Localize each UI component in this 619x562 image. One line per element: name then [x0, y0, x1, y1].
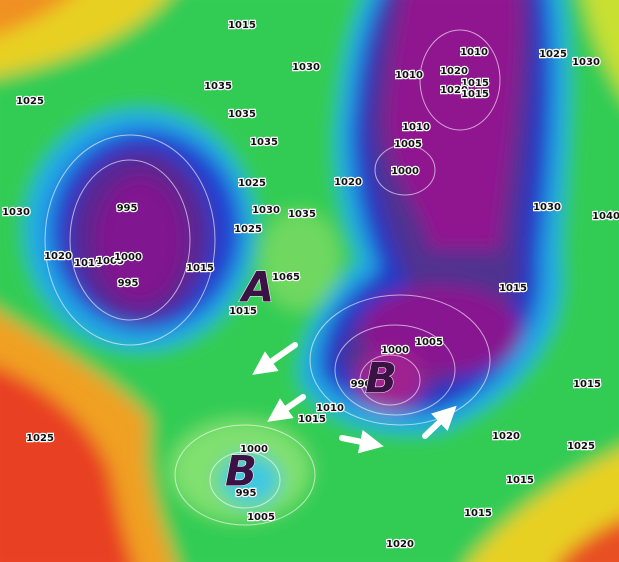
- flow-arrows: [252, 342, 457, 454]
- pressure-label: 1025: [238, 178, 266, 189]
- pressure-label: 1020: [334, 177, 362, 188]
- pressure-label: 1015: [298, 414, 326, 425]
- pressure-label: 1025: [234, 224, 262, 235]
- pressure-label: 1000: [240, 444, 268, 455]
- pressure-label: 1025: [539, 49, 567, 60]
- pressure-label: 1035: [250, 137, 278, 148]
- pressure-label: 1015: [464, 508, 492, 519]
- pressure-label: 1025: [16, 96, 44, 107]
- pressure-label: 1005: [247, 512, 275, 523]
- labels: 1015 1030 1025 1035 1035 1035 1025 1030 1035 1025…: [1, 19, 619, 552]
- pressure-label: 990: [351, 379, 372, 390]
- pressure-label: 1015: [461, 78, 489, 89]
- pressure-label: 1000: [381, 345, 409, 356]
- pressure-label: 1030: [292, 62, 320, 73]
- pressure-label: 995: [117, 203, 138, 214]
- pressure-label: 1020: [440, 66, 468, 77]
- pressure-label: 1010: [74, 258, 102, 269]
- pressure-label: 1020: [440, 85, 468, 96]
- pressure-label: 1010: [395, 70, 423, 81]
- pressure-label: 1020: [492, 431, 520, 442]
- pressure-label: 1015: [229, 306, 257, 317]
- pressure-label: 1025: [26, 433, 54, 444]
- pressure-label: 1015: [186, 263, 214, 274]
- pressure-center: B: [365, 354, 397, 403]
- pressure-label: 1035: [204, 81, 232, 92]
- pressure-label: 1015: [499, 283, 527, 294]
- pressure-label: 1010: [402, 122, 430, 133]
- pressure-label: 1010: [460, 47, 488, 58]
- pressure-label: 1030: [2, 207, 30, 218]
- isobars: [44, 29, 501, 526]
- pressure-label: 1040: [592, 211, 619, 222]
- pressure-label: 1005: [394, 139, 422, 150]
- pressure-label: 1000: [391, 166, 419, 177]
- pressure-label: 1015: [506, 475, 534, 486]
- pressure-label: 995: [236, 488, 257, 499]
- pressure-label: 1015: [573, 379, 601, 390]
- pressure-label: 995: [118, 278, 139, 289]
- pressure-center: B: [225, 447, 257, 496]
- pressure-label: 1005: [96, 256, 124, 267]
- pressure-label: 1020: [44, 251, 72, 262]
- pressure-label: 1015: [228, 20, 256, 31]
- pressure-label: 1030: [533, 202, 561, 213]
- pressure-label: 1030: [572, 57, 600, 68]
- pressure-label: 1025: [567, 441, 595, 452]
- pressure-label: 1035: [228, 109, 256, 120]
- pressure-label: 1015: [461, 89, 489, 100]
- pressure-label: 1005: [415, 337, 443, 348]
- pressure-label: 1010: [316, 403, 344, 414]
- pressure-center: A: [239, 263, 275, 312]
- pressure-label: 1030: [252, 205, 280, 216]
- pressure-label: 1035: [288, 209, 316, 220]
- pressure-label: 1020: [386, 539, 414, 550]
- pressure-label: 1000: [114, 252, 142, 263]
- pressure-label: 1065: [272, 272, 300, 283]
